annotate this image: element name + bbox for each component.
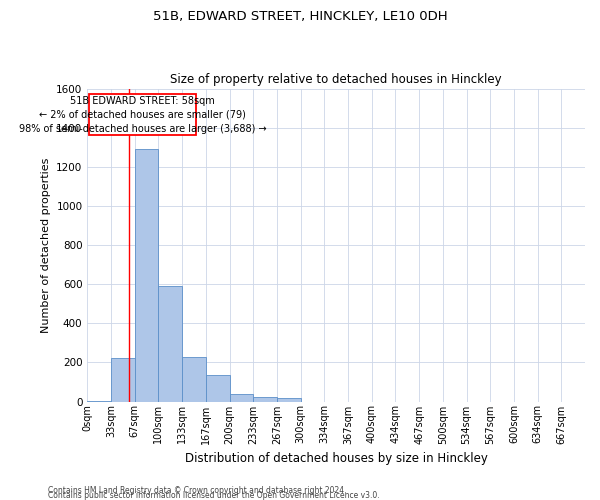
Text: Contains public sector information licensed under the Open Government Licence v3: Contains public sector information licen… — [48, 491, 380, 500]
Y-axis label: Number of detached properties: Number of detached properties — [41, 158, 50, 332]
Bar — [135, 149, 158, 402]
Text: Contains HM Land Registry data © Crown copyright and database right 2024.: Contains HM Land Registry data © Crown c… — [48, 486, 347, 495]
Text: 51B, EDWARD STREET, HINCKLEY, LE10 0DH: 51B, EDWARD STREET, HINCKLEY, LE10 0DH — [152, 10, 448, 23]
Bar — [111, 358, 135, 402]
X-axis label: Distribution of detached houses by size in Hinckley: Distribution of detached houses by size … — [185, 452, 488, 465]
Bar — [182, 356, 206, 402]
Bar — [158, 286, 182, 402]
Bar — [89, 94, 196, 136]
Bar — [206, 375, 230, 402]
Bar — [230, 394, 253, 402]
Bar — [277, 398, 301, 402]
Bar — [253, 396, 277, 402]
Title: Size of property relative to detached houses in Hinckley: Size of property relative to detached ho… — [170, 73, 502, 86]
Bar — [88, 400, 111, 402]
Text: 51B EDWARD STREET: 58sqm
← 2% of detached houses are smaller (79)
98% of semi-de: 51B EDWARD STREET: 58sqm ← 2% of detache… — [19, 96, 266, 134]
